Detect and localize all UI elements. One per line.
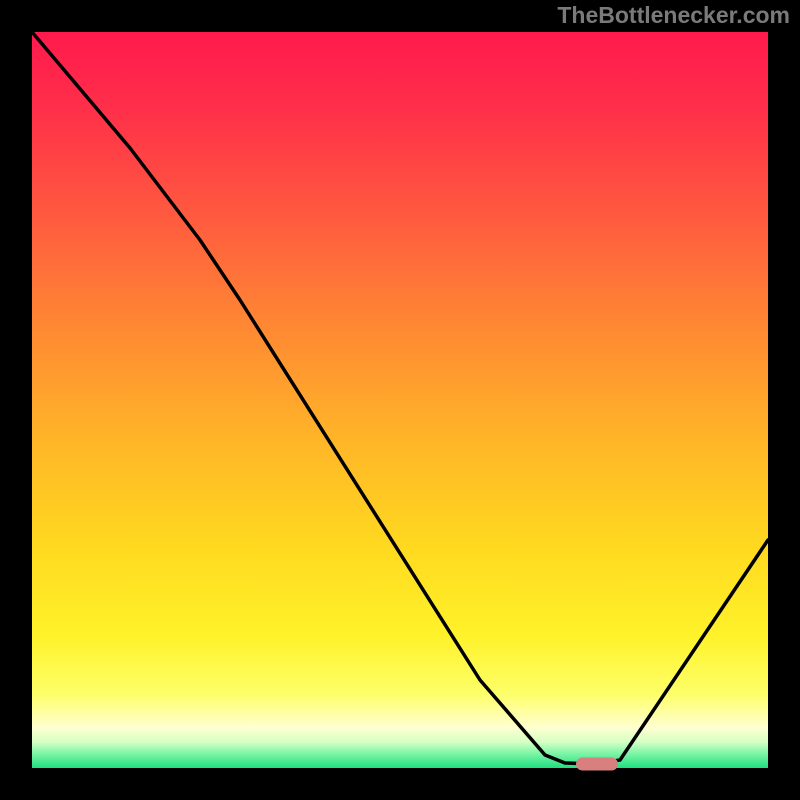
bottleneck-chart (0, 0, 800, 800)
optimum-marker (576, 758, 618, 771)
plot-background (32, 32, 768, 768)
watermark-text: TheBottlenecker.com (557, 2, 790, 29)
